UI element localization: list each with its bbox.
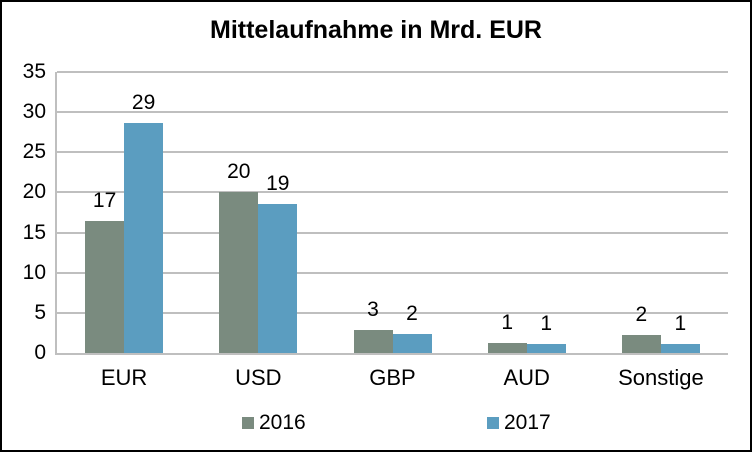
x-axis-label-USD: USD bbox=[235, 365, 282, 390]
legend-entry-2017: 2017 bbox=[487, 411, 551, 435]
y-axis-label-10: 10 bbox=[22, 260, 46, 284]
gridline-10 bbox=[57, 271, 728, 274]
bar-2017-USD bbox=[258, 203, 298, 353]
bar-label-2016-GBP: 3 bbox=[367, 297, 379, 321]
bar-2017-EUR bbox=[124, 122, 164, 353]
gridline-5 bbox=[57, 311, 728, 314]
bar-2016-USD bbox=[219, 192, 259, 353]
x-axis-label-EUR: EUR bbox=[100, 365, 148, 390]
bar-2017-Sonstige bbox=[660, 344, 700, 353]
plot-area: 17 29 20 19 3 2 1 1 2 1 bbox=[55, 71, 728, 355]
y-axis-label-20: 20 bbox=[22, 180, 46, 204]
bar-2017-GBP bbox=[392, 333, 432, 353]
gridline-30 bbox=[57, 111, 728, 114]
legend-marker-2017-icon bbox=[487, 417, 499, 429]
chart-title: Mittelaufnahme in Mrd. EUR bbox=[210, 16, 542, 44]
bar-label-2016-EUR: 17 bbox=[92, 188, 117, 212]
bar-2016-AUD bbox=[487, 342, 527, 353]
y-axis-label-25: 25 bbox=[22, 140, 46, 164]
bar-label-2017-GBP: 2 bbox=[406, 301, 418, 325]
y-axis-label-30: 30 bbox=[22, 100, 46, 124]
gridline-25 bbox=[57, 151, 728, 154]
gridline-15 bbox=[57, 231, 728, 234]
y-axis-label-15: 15 bbox=[22, 220, 46, 244]
bar-2016-EUR bbox=[85, 220, 125, 353]
y-axis-label-0: 0 bbox=[34, 341, 46, 364]
bar-label-2017-AUD: 1 bbox=[540, 312, 553, 336]
gridline-35 bbox=[57, 71, 728, 73]
bar-2017-AUD bbox=[526, 344, 566, 353]
legend-label-2017: 2017 bbox=[504, 411, 551, 434]
legend-marker-2016-icon bbox=[242, 417, 254, 429]
x-axis-label-GBP: GBP bbox=[369, 365, 416, 390]
gridline-20 bbox=[57, 191, 728, 194]
bar-label-2017-Sonstige: 1 bbox=[674, 312, 687, 336]
x-axis-label-Sonstige: Sonstige bbox=[618, 365, 704, 390]
bar-label-2016-Sonstige: 2 bbox=[635, 303, 648, 327]
bar-label-2016-USD: 20 bbox=[227, 160, 251, 184]
y-axis-label-5: 5 bbox=[34, 300, 46, 324]
legend-entry-2016: 2016 bbox=[242, 411, 306, 435]
x-axis-label-AUD: AUD bbox=[503, 365, 550, 390]
y-axis-label-35: 35 bbox=[22, 60, 46, 83]
bar-2016-Sonstige bbox=[621, 335, 661, 353]
bar-label-2016-AUD: 1 bbox=[501, 310, 514, 334]
bar-label-2017-EUR: 29 bbox=[131, 90, 156, 114]
legend-label-2016: 2016 bbox=[259, 411, 306, 434]
bar-2016-GBP bbox=[353, 329, 393, 353]
bar-label-2017-USD: 19 bbox=[266, 171, 290, 195]
